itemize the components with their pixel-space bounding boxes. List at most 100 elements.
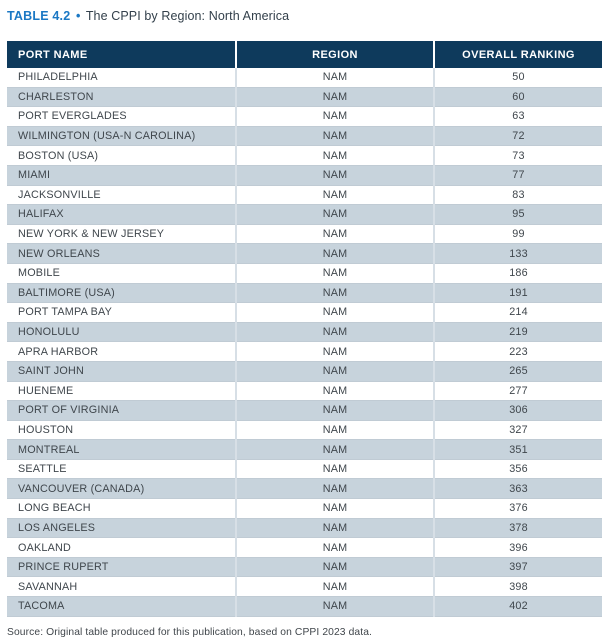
region-cell: NAM <box>235 341 434 362</box>
table-number: TABLE 4.2 <box>7 9 71 23</box>
table-row: PORT TAMPA BAY NAM 214 <box>7 302 602 323</box>
region-cell: NAM <box>235 322 434 343</box>
table-row: SAINT JOHN NAM 265 <box>7 361 602 382</box>
region-cell: NAM <box>235 126 434 147</box>
col-header-port-name: PORT NAME <box>7 41 236 68</box>
table-row: HUENEME NAM 277 <box>7 381 602 402</box>
ranking-cell: 83 <box>433 185 602 206</box>
port-name-cell: PHILADELPHIA <box>7 68 236 88</box>
ranking-cell: 351 <box>433 439 602 460</box>
region-cell: NAM <box>235 361 434 382</box>
ranking-cell: 99 <box>433 224 602 245</box>
table-row: SEATTLE NAM 356 <box>7 459 602 480</box>
port-name-cell: BOSTON (USA) <box>7 145 236 166</box>
port-name-cell: PRINCE RUPERT <box>7 557 236 578</box>
table-row: CHARLESTON NAM 60 <box>7 87 602 108</box>
region-cell: NAM <box>235 302 434 323</box>
port-name-cell: PORT EVERGLADES <box>7 106 236 127</box>
region-cell: NAM <box>235 68 434 88</box>
region-cell: NAM <box>235 106 434 127</box>
port-name-cell: APRA HARBOR <box>7 341 236 362</box>
table-row: APRA HARBOR NAM 223 <box>7 341 602 362</box>
ranking-cell: 277 <box>433 381 602 402</box>
port-name-cell: MOBILE <box>7 263 236 284</box>
region-cell: NAM <box>235 478 434 500</box>
ranking-cell: 95 <box>433 204 602 225</box>
table-row: LOS ANGELES NAM 378 <box>7 518 602 539</box>
col-header-overall-ranking: OVERALL RANKING <box>433 41 602 68</box>
region-cell: NAM <box>235 263 434 284</box>
table-row: SAVANNAH NAM 398 <box>7 576 602 598</box>
ranking-cell: 327 <box>433 420 602 441</box>
region-cell: NAM <box>235 185 434 206</box>
table-row: HONOLULU NAM 219 <box>7 322 602 343</box>
table-row: HOUSTON NAM 327 <box>7 420 602 441</box>
cppi-region-table: PORT NAME REGION OVERALL RANKING PHILADE… <box>7 41 602 617</box>
port-name-cell: TACOMA <box>7 596 236 617</box>
port-name-cell: MIAMI <box>7 165 236 186</box>
port-name-cell: HALIFAX <box>7 204 236 225</box>
port-name-cell: SEATTLE <box>7 459 236 480</box>
port-name-cell: PORT OF VIRGINIA <box>7 400 236 421</box>
table-row: PHILADELPHIA NAM 50 <box>7 68 602 88</box>
region-cell: NAM <box>235 420 434 441</box>
region-cell: NAM <box>235 557 434 578</box>
ranking-cell: 219 <box>433 322 602 343</box>
ranking-cell: 186 <box>433 263 602 284</box>
table-row: HALIFAX NAM 95 <box>7 204 602 225</box>
port-name-cell: BALTIMORE (USA) <box>7 283 236 304</box>
table-title: TABLE 4.2 • The CPPI by Region: North Am… <box>7 9 602 24</box>
port-name-cell: HOUSTON <box>7 420 236 441</box>
port-name-cell: LOS ANGELES <box>7 518 236 539</box>
ranking-cell: 398 <box>433 576 602 598</box>
port-name-cell: PORT TAMPA BAY <box>7 302 236 323</box>
port-name-cell: LONG BEACH <box>7 498 236 519</box>
table-row: BALTIMORE (USA) NAM 191 <box>7 283 602 304</box>
ranking-cell: 265 <box>433 361 602 382</box>
region-cell: NAM <box>235 400 434 421</box>
ranking-cell: 50 <box>433 68 602 88</box>
ranking-cell: 356 <box>433 459 602 480</box>
ranking-cell: 378 <box>433 518 602 539</box>
port-name-cell: HUENEME <box>7 381 236 402</box>
ranking-cell: 191 <box>433 283 602 304</box>
table-row: MIAMI NAM 77 <box>7 165 602 186</box>
port-name-cell: VANCOUVER (CANADA) <box>7 478 236 500</box>
port-name-cell: NEW YORK & NEW JERSEY <box>7 224 236 245</box>
ranking-cell: 63 <box>433 106 602 127</box>
table-row: MONTREAL NAM 351 <box>7 439 602 460</box>
region-cell: NAM <box>235 596 434 617</box>
ranking-cell: 402 <box>433 596 602 617</box>
port-name-cell: SAINT JOHN <box>7 361 236 382</box>
region-cell: NAM <box>235 498 434 519</box>
table-row: TACOMA NAM 402 <box>7 596 602 617</box>
region-cell: NAM <box>235 243 434 264</box>
ranking-cell: 376 <box>433 498 602 519</box>
table-row: OAKLAND NAM 396 <box>7 537 602 558</box>
table-row: VANCOUVER (CANADA) NAM 363 <box>7 478 602 500</box>
table-row: LONG BEACH NAM 376 <box>7 498 602 519</box>
ranking-cell: 306 <box>433 400 602 421</box>
ranking-cell: 214 <box>433 302 602 323</box>
ranking-cell: 133 <box>433 243 602 264</box>
source-note: Source: Original table produced for this… <box>7 626 372 638</box>
table-row: NEW YORK & NEW JERSEY NAM 99 <box>7 224 602 245</box>
region-cell: NAM <box>235 145 434 166</box>
header-row: PORT NAME REGION OVERALL RANKING <box>7 41 602 68</box>
title-bullet: • <box>75 9 81 23</box>
region-cell: NAM <box>235 224 434 245</box>
port-name-cell: JACKSONVILLE <box>7 185 236 206</box>
table-row: MOBILE NAM 186 <box>7 263 602 284</box>
title-text: The CPPI by Region: North America <box>85 9 290 23</box>
port-name-cell: WILMINGTON (USA-N CAROLINA) <box>7 126 236 147</box>
table-row: PRINCE RUPERT NAM 397 <box>7 557 602 578</box>
ranking-cell: 60 <box>433 87 602 108</box>
ranking-cell: 363 <box>433 478 602 500</box>
ranking-cell: 77 <box>433 165 602 186</box>
region-cell: NAM <box>235 87 434 108</box>
region-cell: NAM <box>235 204 434 225</box>
col-header-region: REGION <box>235 41 434 68</box>
table-row: BOSTON (USA) NAM 73 <box>7 145 602 166</box>
table-row: WILMINGTON (USA-N CAROLINA) NAM 72 <box>7 126 602 147</box>
region-cell: NAM <box>235 381 434 402</box>
